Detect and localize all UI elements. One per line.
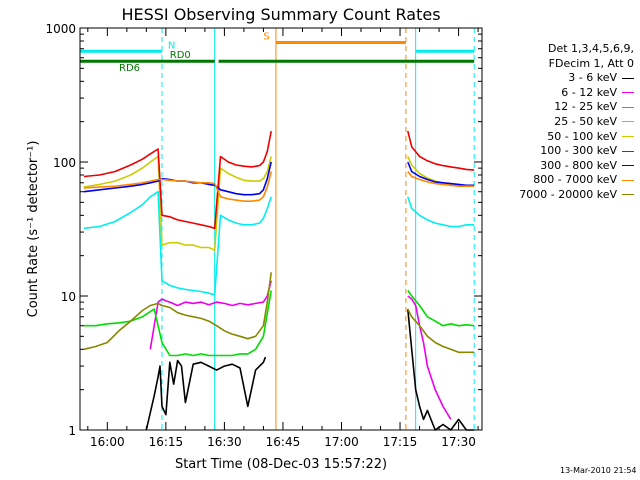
legend-swatch [622,150,634,152]
series-line [83,161,272,196]
legend-label: 6 - 12 keV [561,85,617,99]
legend-label: 7000 - 20000 keV [519,187,617,201]
legend-header-line: FDecim 1, Att 0 [548,56,634,70]
x-tick-label: 16:15 [149,435,184,449]
legend-swatch [622,165,634,167]
series-line [407,308,475,354]
series-line [83,272,272,351]
chart-title: HESSI Observing Summary Count Rates [121,5,440,24]
timestamp: 13-Mar-2010 21:54 [560,466,637,475]
legend-entry: 3 - 6 keV [488,71,634,86]
series-line [149,280,272,350]
legend-swatch [622,77,634,79]
legend-entry: 6 - 12 keV [488,86,634,101]
x-axis-label: Start Time (08-Dec-03 15:57:22) [175,457,387,472]
y-tick-label: 10 [61,290,76,304]
legend-label: 800 - 7000 keV [533,173,617,187]
series-line [145,356,267,431]
series-line [407,156,475,187]
x-tick-label: 17:15 [383,435,418,449]
y-axis-label: Count Rate (s⁻¹ detector⁻¹) [26,141,41,318]
legend-label: 50 - 100 keV [547,129,617,143]
legend-swatch [622,179,634,181]
series-line [407,308,475,431]
legend-swatch [622,194,634,196]
mode-boundary-lines [79,28,475,430]
series-line [83,130,272,230]
x-tick-label: 17:00 [324,435,359,449]
series-line [407,290,475,327]
legend-label: 25 - 50 keV [554,114,617,128]
series-line [83,155,272,251]
axis-ticks: 16:00 16:15 16:30 16:45 17:00 17:15 17:30 1 10 10… [45,22,482,449]
legend-label: 300 - 800 keV [540,158,617,172]
flag-label: RD0 [170,50,191,61]
legend: Det 1,3,4,5,6,9, FDecim 1, Att 0 3 - 6 k… [488,42,634,203]
legend-label: 12 - 25 keV [554,100,617,114]
axes-frame [79,27,483,431]
legend-label: 3 - 6 keV [568,71,617,85]
series-line [407,161,475,187]
legend-swatch [622,136,634,138]
y-tick-label: 100 [53,156,76,170]
legend-entry: 50 - 100 keV [488,130,634,145]
x-tick-label: 16:45 [266,435,301,449]
legend-swatch [622,92,634,94]
series-lines [83,130,475,431]
legend-entry: 800 - 7000 keV [488,173,634,188]
y-tick-label: 1000 [45,22,76,36]
mode-flag-bars: N S RD0 RD6 [80,31,475,74]
x-tick-label: 16:00 [90,435,125,449]
series-line [83,171,272,202]
series-line [83,190,272,296]
x-tick-label: 17:30 [441,435,476,449]
flag-label: S [263,31,269,42]
y-tick-label: 1 [68,424,76,438]
legend-entry: 25 - 50 keV [488,115,634,130]
series-line [407,171,475,187]
series-line [83,290,272,357]
series-line [407,196,475,228]
x-tick-label: 16:30 [207,435,242,449]
legend-header-line: Det 1,3,4,5,6,9, [547,42,634,55]
legend-label: 100 - 300 keV [540,144,617,158]
legend-entries: 3 - 6 keV 6 - 12 keV 12 - 25 keV 25 - 50 ke… [488,71,634,202]
series-line [407,295,452,420]
legend-entry: 100 - 300 keV [488,144,634,159]
flag-label: RD6 [119,63,140,74]
flag-label: N [168,40,175,51]
legend-entry: 12 - 25 keV [488,100,634,115]
legend-swatch [622,121,634,123]
legend-swatch [622,106,634,108]
series-line [407,130,475,171]
legend-entry: 300 - 800 keV [488,159,634,174]
legend-entry: 7000 - 20000 keV [488,188,634,203]
